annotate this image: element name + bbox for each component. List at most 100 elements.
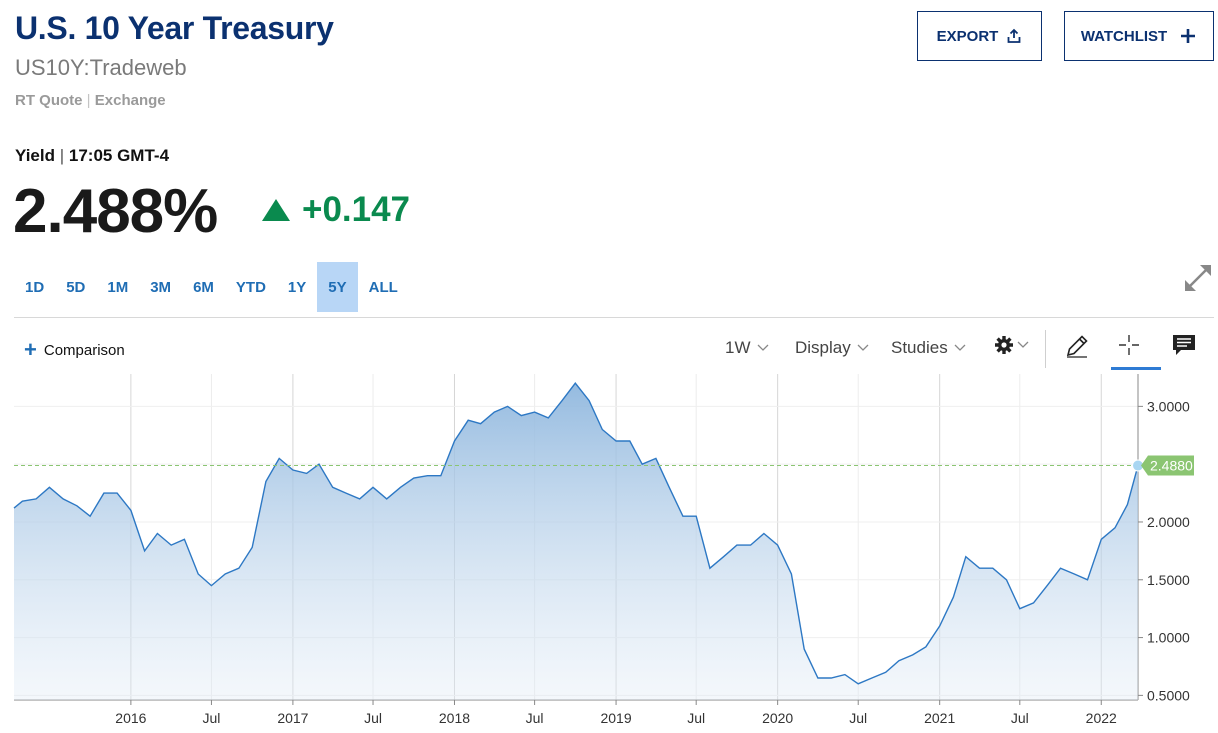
x-tick-label: Jul (849, 710, 867, 726)
data-point (1059, 567, 1061, 569)
data-point (1005, 579, 1007, 581)
yield-chart[interactable]: 2016 Jul 2017 Jul 2018 Jul 2019 Jul 2020 Jul 2021 J… (0, 370, 1218, 733)
data-point (479, 423, 481, 425)
data-point (292, 469, 294, 471)
data-point (911, 654, 913, 656)
x-tick-label: 2020 (762, 710, 793, 726)
yield-value: 2.488% (13, 177, 218, 246)
chevron-down-icon (757, 344, 768, 351)
y-tick-label: 1.5000 (1147, 572, 1190, 588)
data-point (844, 673, 846, 675)
data-point (251, 546, 253, 548)
studies-label: Studies (891, 338, 948, 357)
chevron-down-icon (954, 344, 966, 351)
toolbar-divider (14, 317, 1214, 318)
data-point (520, 414, 522, 416)
range-button-ytd[interactable]: YTD (235, 278, 266, 296)
crosshair-icon[interactable] (1118, 334, 1140, 356)
data-point (776, 544, 778, 546)
settings-dropdown[interactable] (994, 335, 1029, 355)
data-point (62, 498, 64, 500)
data-point (183, 538, 185, 540)
studies-dropdown[interactable]: Studies (891, 338, 966, 358)
range-button-1d[interactable]: 1D (25, 278, 45, 296)
data-point (668, 486, 670, 488)
data-point (1086, 579, 1088, 581)
range-button-1m[interactable]: 1M (107, 278, 129, 296)
x-tick-label: 2019 (600, 710, 631, 726)
comment-icon[interactable] (1172, 334, 1196, 356)
data-point (749, 544, 751, 546)
data-point (925, 646, 927, 648)
quote-exchange: Exchange (94, 92, 166, 109)
data-point (965, 555, 967, 557)
range-button-6m[interactable]: 6M (193, 278, 214, 296)
quote-type: RT Quote (15, 92, 83, 109)
comparison-button[interactable]: + Comparison (24, 339, 125, 361)
x-tick-label: 2016 (115, 710, 146, 726)
yield-line (13, 382, 1139, 685)
y-tick-label: 2.0000 (1147, 514, 1190, 530)
data-point (345, 492, 347, 494)
data-point (641, 463, 643, 465)
watchlist-button[interactable]: WATCHLIST (1064, 11, 1214, 61)
range-button-3m[interactable]: 3M (150, 278, 172, 296)
data-point (440, 475, 442, 477)
data-point (467, 419, 469, 421)
data-point (938, 625, 940, 627)
data-point (399, 486, 401, 488)
yield-label: Yield (15, 146, 55, 165)
data-point (871, 677, 873, 679)
export-button[interactable]: EXPORT (917, 11, 1042, 61)
draw-pencil-icon[interactable] (1064, 333, 1090, 359)
data-point (224, 573, 226, 575)
range-button-5y[interactable]: 5Y (317, 262, 358, 312)
data-point (1032, 602, 1034, 604)
data-point (453, 440, 455, 442)
x-tick-label: Jul (526, 710, 544, 726)
data-point (817, 677, 819, 679)
data-point (197, 573, 199, 575)
data-point (722, 555, 724, 557)
interval-dropdown[interactable]: 1W (725, 338, 769, 358)
chevron-down-icon (1017, 341, 1029, 348)
data-point (1019, 607, 1021, 609)
data-point (21, 500, 23, 502)
display-dropdown[interactable]: Display (795, 338, 869, 358)
range-button-all[interactable]: ALL (368, 278, 398, 296)
data-point (48, 486, 50, 488)
data-point (695, 515, 697, 517)
y-tick-label: 1.0000 (1147, 630, 1190, 646)
display-label: Display (795, 338, 851, 357)
range-button-1y[interactable]: 1Y (287, 278, 307, 296)
yield-area (14, 383, 1138, 700)
plus-icon (1181, 29, 1196, 43)
expand-icon[interactable] (1181, 261, 1215, 295)
range-selector: 1D 5D 1M 3M 6M YTD 1Y 5Y ALL (14, 262, 409, 312)
x-tick-label: 2021 (924, 710, 955, 726)
data-point (601, 428, 603, 430)
share-icon (1007, 28, 1021, 43)
x-tick-label: Jul (1011, 710, 1029, 726)
data-point (89, 515, 91, 517)
data-point (736, 544, 738, 546)
data-point (13, 507, 15, 509)
y-tick-label: 0.5000 (1147, 687, 1190, 703)
data-point (978, 567, 980, 569)
yield-change: +0.147 (262, 190, 410, 230)
data-point (574, 382, 576, 384)
data-point (763, 532, 765, 534)
data-point (1100, 538, 1102, 540)
data-point (682, 515, 684, 517)
range-button-5d[interactable]: 5D (66, 278, 86, 296)
data-point (318, 463, 320, 465)
data-point (103, 492, 105, 494)
data-point (506, 405, 508, 407)
x-tick-label: 2022 (1086, 710, 1117, 726)
data-point (426, 475, 428, 477)
x-tick-label: 2018 (439, 710, 470, 726)
data-point (76, 505, 78, 507)
data-point (561, 399, 563, 401)
data-point (386, 498, 388, 500)
change-value: +0.147 (302, 190, 411, 229)
